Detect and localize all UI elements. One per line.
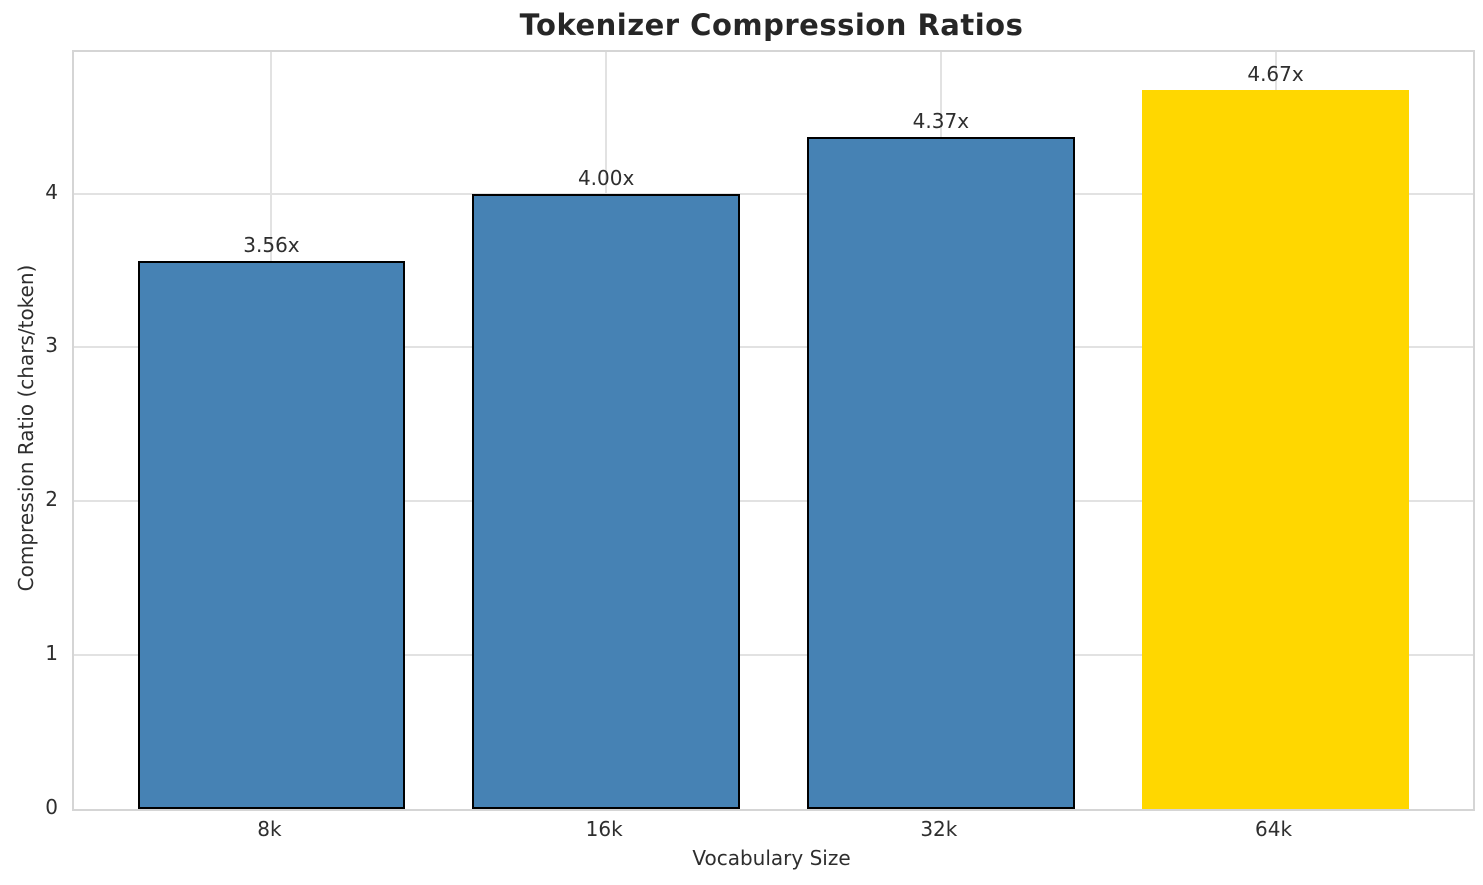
x-tick-label: 8k — [257, 817, 282, 841]
h-gridline — [74, 654, 1473, 657]
h-gridline — [74, 346, 1473, 349]
y-tick-label: 4 — [45, 179, 58, 204]
bar-64k — [1141, 90, 1410, 809]
y-axis-label: Compression Ratio (chars/token) — [14, 264, 38, 592]
y-tick-label: 0 — [45, 795, 58, 819]
h-gridline — [74, 500, 1473, 503]
bar-value-label: 3.56x — [243, 233, 300, 258]
h-gridline — [74, 192, 1473, 195]
x-tick-label: 64k — [1255, 817, 1293, 841]
chart-title: Tokenizer Compression Ratios — [519, 8, 1024, 42]
y-axis-ticks: 0 1 2 3 4 — [0, 50, 72, 817]
bar-value-label: 4.00x — [577, 165, 635, 190]
bar-32k — [806, 136, 1075, 809]
x-tick-label: 32k — [920, 817, 958, 841]
bar-8k — [137, 261, 406, 809]
plot-area: 3.56x 4.00x 4.37x 4.67x — [72, 50, 1475, 811]
y-tick-label: 2 — [45, 487, 58, 512]
bar-value-label: 4.67x — [1247, 62, 1304, 87]
y-tick-label: 1 — [45, 641, 58, 666]
bar-16k — [472, 193, 741, 809]
x-axis-label: Vocabulary Size — [692, 846, 851, 870]
y-tick-label: 3 — [45, 333, 58, 358]
x-axis-ticks: 8k 16k 32k 64k — [72, 809, 1471, 843]
x-tick-label: 16k — [585, 817, 623, 841]
bar-value-label: 4.37x — [912, 108, 970, 133]
